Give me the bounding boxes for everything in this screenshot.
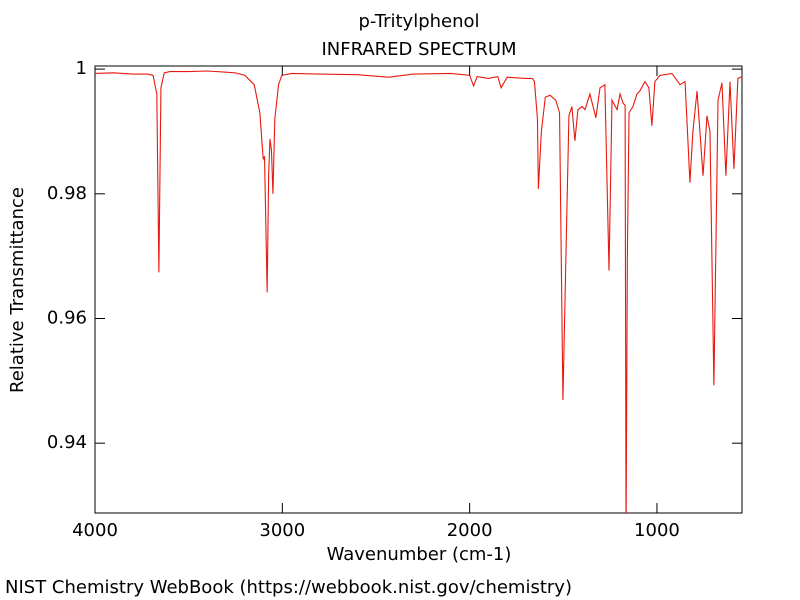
plot-frame (94, 65, 743, 514)
x-tick-label: 1000 (634, 520, 680, 541)
chart-subtitle: INFRARED SPECTRUM (321, 39, 516, 60)
chart-title: p-Tritylphenol (358, 11, 479, 32)
source-note: NIST Chemistry WebBook (https://webbook.… (5, 577, 572, 598)
y-tick-label: 1 (76, 58, 87, 79)
y-tick-label: 0.98 (47, 183, 87, 204)
x-axis-label: Wavenumber (cm-1) (327, 544, 512, 565)
x-tick-label: 3000 (259, 520, 305, 541)
x-tick-label: 4000 (72, 520, 118, 541)
y-axis-label: Relative Transmittance (7, 187, 28, 393)
spectrum-line (95, 70, 742, 513)
y-tick-label: 0.96 (47, 307, 87, 328)
y-tick-label: 0.94 (47, 432, 87, 453)
x-tick-label: 2000 (447, 520, 493, 541)
